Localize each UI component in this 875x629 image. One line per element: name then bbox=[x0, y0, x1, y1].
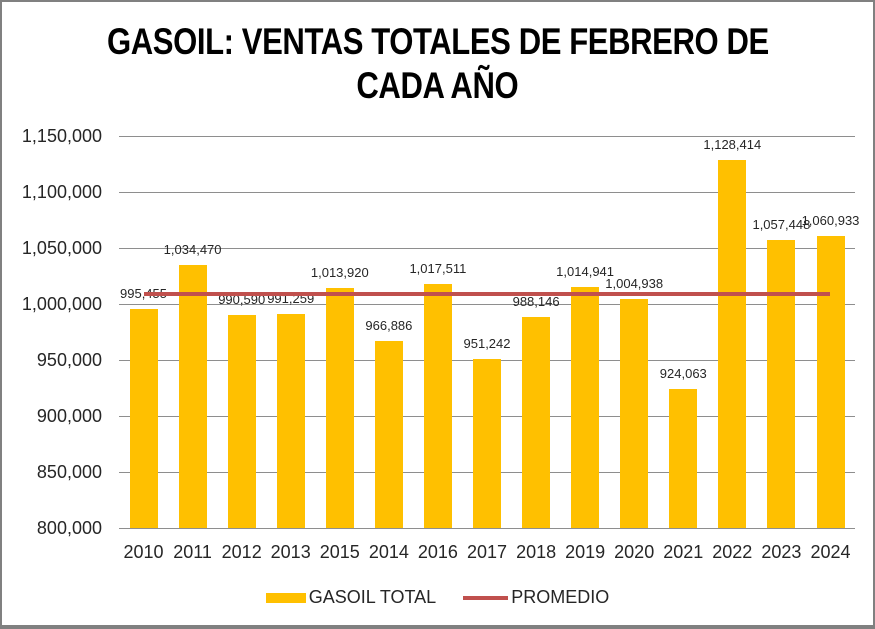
xtick-label-2011: 2011 bbox=[173, 542, 212, 562]
bar-2013 bbox=[276, 313, 305, 528]
ytick-label: 1,100,000 bbox=[21, 182, 102, 202]
xtick-label-2024: 2024 bbox=[810, 542, 851, 562]
xtick-label-2020: 2020 bbox=[614, 542, 655, 562]
xtick-label-2017: 2017 bbox=[466, 542, 508, 562]
data-label-2022: 1,128,414 bbox=[703, 137, 762, 153]
xtick-label-2016: 2016 bbox=[417, 542, 458, 562]
data-label-2016: 1,017,511 bbox=[409, 261, 467, 277]
bar-2023 bbox=[767, 239, 796, 528]
bar-2018 bbox=[522, 317, 551, 528]
bar-2011 bbox=[178, 265, 207, 528]
data-label-2019: 1,014,941 bbox=[556, 264, 615, 280]
ytick-label: 950,000 bbox=[36, 350, 102, 370]
ytick-label: 850,000 bbox=[36, 462, 102, 482]
bar-2015 bbox=[325, 288, 354, 528]
gridline-1,050,000 bbox=[119, 248, 855, 249]
data-label-2011: 1,034,470 bbox=[163, 242, 222, 258]
ytick-label: 800,000 bbox=[36, 518, 102, 538]
ytick-label: 1,000,000 bbox=[21, 294, 102, 314]
data-label-2015: 1,013,920 bbox=[310, 265, 369, 281]
data-label-2024: 1,060,933 bbox=[801, 212, 860, 228]
bar-2022 bbox=[718, 160, 747, 528]
xtick-label-2021: 2021 bbox=[663, 542, 704, 562]
chart-title-line-2: CADA AÑO bbox=[356, 65, 519, 106]
bar-2017 bbox=[473, 358, 501, 528]
xtick-label-2019: 2019 bbox=[565, 542, 606, 562]
xtick-label-2023: 2023 bbox=[761, 542, 802, 562]
chart-title-line-1: GASOIL: VENTAS TOTALES DE FEBRERO DE bbox=[106, 21, 769, 62]
promedio-swatch-icon bbox=[463, 595, 509, 600]
legend: GASOIL TOTAL PROMEDIO bbox=[2, 587, 873, 608]
bar-2024 bbox=[816, 235, 845, 528]
xtick-label-2012: 2012 bbox=[221, 542, 262, 562]
bar-2014 bbox=[374, 341, 403, 528]
gridline-800,000 bbox=[119, 528, 855, 529]
promedio-line bbox=[143, 291, 831, 296]
legend-label-gasoil-total: GASOIL TOTAL bbox=[308, 587, 437, 607]
gridline-1,100,000 bbox=[119, 192, 855, 193]
data-label-2023: 1,057,448 bbox=[752, 216, 811, 232]
data-label-2020: 1,004,938 bbox=[605, 275, 664, 291]
gridline-1,150,000 bbox=[119, 136, 855, 137]
xtick-label-2014: 2014 bbox=[368, 542, 409, 562]
bar-2020 bbox=[620, 298, 649, 528]
data-label-2021: 924,063 bbox=[659, 366, 707, 381]
data-label-2014: 966,886 bbox=[365, 318, 413, 334]
ytick-label: 900,000 bbox=[36, 406, 102, 426]
xtick-label-2022: 2022 bbox=[712, 542, 753, 562]
legend-label-promedio: PROMEDIO bbox=[511, 587, 610, 607]
xtick-label-2010: 2010 bbox=[123, 542, 164, 562]
xtick-label-2018: 2018 bbox=[516, 542, 557, 562]
xtick-label-2013: 2013 bbox=[270, 542, 311, 562]
legend-item-promedio: PROMEDIO bbox=[463, 587, 609, 608]
bar-2010 bbox=[129, 309, 158, 528]
bar-2012 bbox=[227, 314, 256, 528]
bar-2019 bbox=[571, 287, 600, 528]
bar-2016 bbox=[423, 284, 452, 528]
ytick-label: 1,150,000 bbox=[21, 126, 102, 146]
chart-title: GASOIL: VENTAS TOTALES DE FEBRERO DE CAD… bbox=[2, 20, 873, 108]
xtick-label-2015: 2015 bbox=[319, 542, 360, 562]
gridline-1,000,000 bbox=[119, 304, 855, 305]
bar-2021 bbox=[669, 389, 698, 528]
legend-item-gasoil-total: GASOIL TOTAL bbox=[265, 587, 437, 608]
gasoil-total-swatch-icon bbox=[265, 592, 306, 603]
ytick-label: 1,050,000 bbox=[21, 238, 102, 258]
data-label-2017: 951,242 bbox=[463, 335, 511, 351]
data-label-2018: 988,146 bbox=[512, 294, 560, 310]
